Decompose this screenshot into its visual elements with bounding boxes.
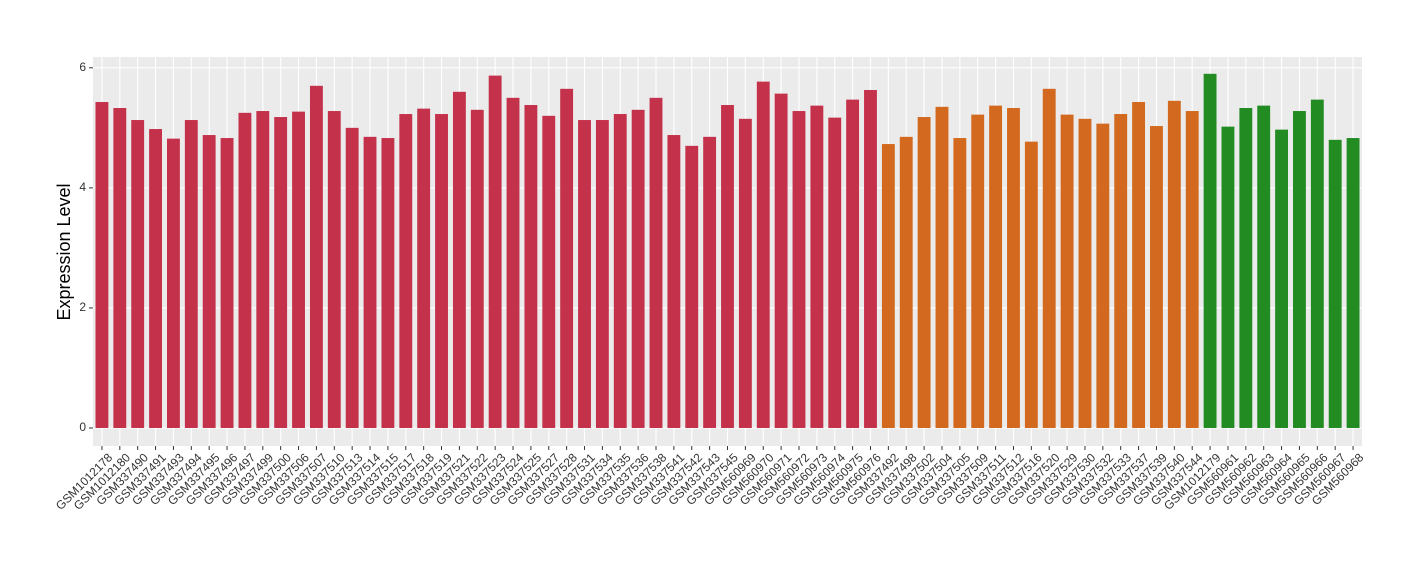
bar (1096, 123, 1110, 428)
bar (1114, 114, 1128, 428)
bar (1042, 88, 1056, 428)
bar (238, 112, 252, 428)
bar (363, 136, 377, 428)
bar (917, 117, 931, 428)
bar (292, 111, 305, 428)
bar (685, 145, 699, 428)
bar (345, 127, 359, 428)
bar (1275, 129, 1289, 428)
bar (899, 136, 913, 428)
bar (435, 114, 448, 428)
bar (1346, 138, 1360, 428)
bar (274, 117, 288, 428)
bar (828, 117, 842, 428)
bar (864, 90, 877, 428)
bar (1132, 102, 1146, 428)
bar (667, 135, 681, 428)
bar (202, 135, 216, 428)
bar (506, 97, 520, 428)
bar (631, 109, 645, 428)
bar (220, 138, 234, 428)
bar (1203, 73, 1217, 428)
bar (756, 81, 770, 428)
bar (649, 97, 663, 428)
bar (1310, 99, 1324, 428)
bar (1150, 126, 1163, 428)
y-tick-label: 0 (79, 420, 86, 434)
bar (417, 108, 431, 428)
y-tick-label: 4 (79, 180, 86, 194)
bar (989, 105, 1003, 428)
bar (846, 99, 860, 428)
bar (1239, 108, 1253, 428)
bar (613, 114, 627, 428)
bar (452, 91, 466, 428)
bar (1167, 100, 1181, 428)
bar (1024, 141, 1038, 428)
bar (1221, 126, 1235, 428)
bar (488, 75, 502, 428)
bar (1007, 108, 1020, 428)
bar (113, 108, 127, 428)
bar (399, 114, 413, 428)
bar (881, 144, 895, 428)
bar (774, 93, 788, 428)
bar (935, 106, 949, 428)
bar (810, 105, 824, 428)
bar (166, 138, 180, 428)
y-tick-label: 2 (79, 300, 86, 314)
bar (95, 102, 109, 428)
y-tick-label: 6 (79, 60, 86, 74)
bar (721, 105, 734, 428)
bar (184, 120, 198, 428)
y-axis-label: Expression Level (54, 183, 74, 320)
bar (1257, 105, 1271, 428)
bar (1078, 118, 1092, 428)
bar (738, 118, 752, 428)
bar (1293, 111, 1306, 428)
bar (1060, 114, 1074, 428)
bar (560, 88, 574, 428)
bar (953, 138, 967, 428)
bar (256, 111, 270, 428)
bar (542, 115, 556, 428)
bar (524, 105, 538, 428)
bar (703, 136, 717, 428)
bar (470, 109, 484, 428)
bar (792, 111, 806, 428)
bar (595, 120, 609, 428)
bar (1328, 139, 1342, 428)
bar (381, 138, 395, 428)
bar (327, 111, 341, 428)
bar (149, 129, 162, 428)
bar (309, 85, 323, 428)
bar (131, 120, 145, 428)
bar (578, 120, 591, 428)
bar (971, 114, 985, 428)
bar (1185, 111, 1199, 428)
